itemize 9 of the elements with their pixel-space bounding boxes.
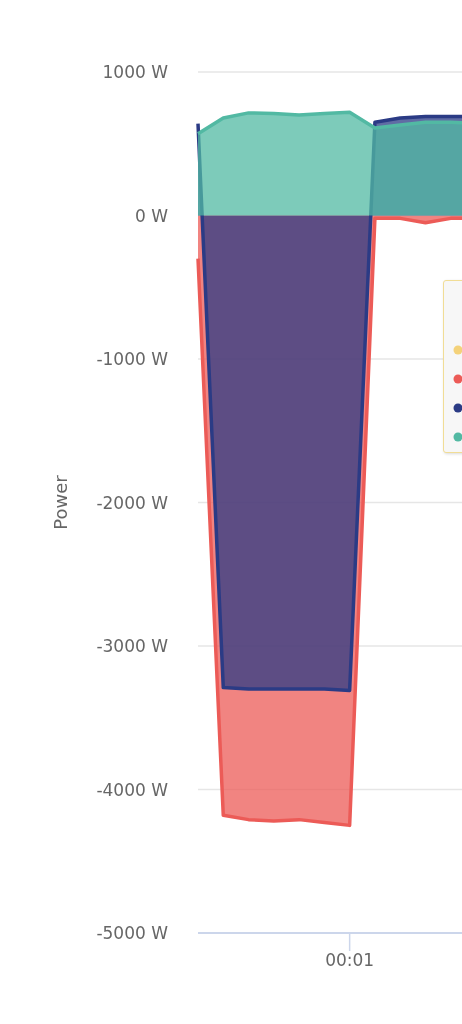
y-axis-title: Power [49,474,71,530]
y-tick-label: -5000 W [96,923,169,944]
y-tick-label: -3000 W [96,636,169,657]
y-tick-label: 0 W [134,205,169,226]
y-tick-label: 1000 W [102,62,169,83]
y-tick-label: -1000 W [96,349,169,370]
x-tick-label: 00:01 [325,950,375,971]
y-tick-label: -4000 W [96,779,169,800]
y-tick-label: -2000 W [96,492,169,513]
